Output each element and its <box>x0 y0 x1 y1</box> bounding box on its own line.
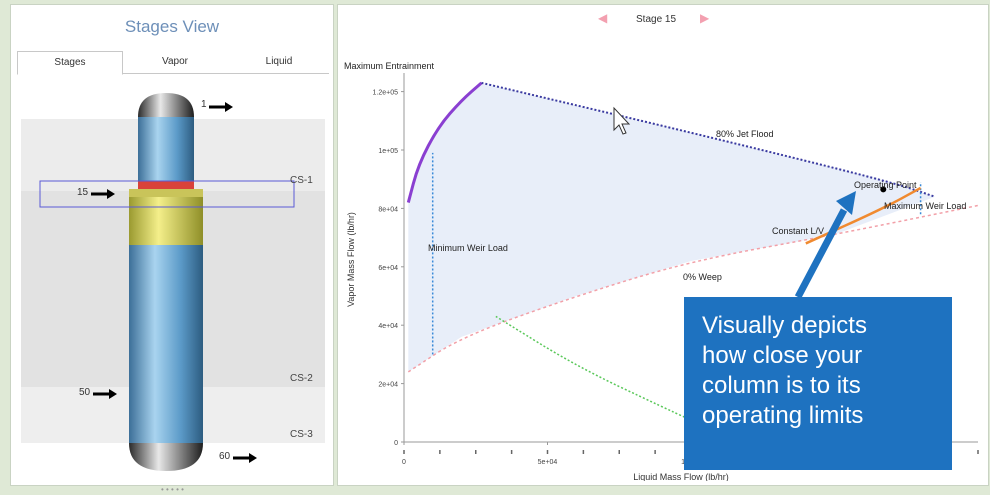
stages-view-tabs: Stages Vapor Liquid <box>17 51 329 75</box>
callout-box: Visually depicts how close your column i… <box>684 297 952 470</box>
x-tick-label: 0 <box>402 459 406 466</box>
section-label-cs2: CS-2 <box>290 373 313 384</box>
callout-line-2: how close your <box>702 342 863 369</box>
stage-marker-1: 1 <box>201 99 207 110</box>
column-upper-shell <box>138 117 194 181</box>
stages-view-panel: Stages View Stages Vapor Liquid <box>10 4 334 494</box>
annotation-minimum-weir-load: Minimum Weir Load <box>428 243 508 253</box>
bottom-head <box>129 443 203 471</box>
stage-60-arrow-icon <box>233 453 257 463</box>
stage-marker-50: 50 <box>79 387 91 398</box>
y-axis-label: Vapor Mass Flow (lb/hr) <box>346 212 356 307</box>
column-diagram <box>21 93 325 471</box>
hydraulic-plot-panel: ◀ Stage 15 ▶ 0 2e+04 4e+04 6e+04 8e+04 1e+05 1… <box>337 4 989 486</box>
stage-title: Stage 15 <box>636 14 677 25</box>
section-label-cs3: CS-3 <box>290 429 313 440</box>
series-line-unlabeled <box>495 315 721 434</box>
section-label-cs1: CS-1 <box>290 175 313 186</box>
y-tick-label: 1.2e+05 <box>373 90 399 97</box>
stage-1-arrow-icon <box>209 102 233 112</box>
annotation-80-jet-flood: 80% Jet Flood <box>716 129 774 139</box>
column-lower-shell <box>129 245 203 443</box>
annotation-layer: Maximum Entrainment 80% Jet Flood Minimum … <box>344 61 966 282</box>
top-head <box>138 93 194 117</box>
y-tick-label: 6e+04 <box>378 265 398 272</box>
mouse-cursor-icon <box>613 106 631 135</box>
y-tick-label: 4e+04 <box>378 323 398 330</box>
tab-vapor[interactable]: Vapor <box>162 56 188 67</box>
selected-stage-box[interactable] <box>39 180 295 208</box>
stage-marker-15: 15 <box>77 187 89 198</box>
tab-liquid[interactable]: Liquid <box>265 56 293 67</box>
x-axis-label: Liquid Mass Flow (lb/hr) <box>633 472 729 481</box>
callout-line-3: column is to its <box>702 372 861 399</box>
active-stage-band <box>138 181 194 189</box>
callout-line-4: operating limits <box>702 402 864 429</box>
series-line-80-jet-flood <box>481 81 936 198</box>
y-tick-label: 1e+05 <box>378 148 398 155</box>
splitter-grip[interactable]: • • • • • <box>161 485 184 494</box>
stages-view-title: Stages View <box>124 17 220 36</box>
annotation-maximum-weir-load: Maximum Weir Load <box>884 201 966 211</box>
series-layer <box>406 81 979 434</box>
annotation-0-weep: 0% Weep <box>683 272 722 282</box>
y-tick-label: 0 <box>394 440 398 447</box>
prev-stage-icon[interactable]: ◀ <box>598 11 608 25</box>
operating-point-marker[interactable] <box>880 186 887 193</box>
series-line-0-weep <box>407 204 979 373</box>
stage-marker-60: 60 <box>219 451 231 462</box>
annotation-maximum-entrainment: Maximum Entrainment <box>344 61 435 71</box>
annotation-operating-point: Operating Point <box>854 180 917 190</box>
series-line-constant-l-v <box>805 186 922 245</box>
y-tick-label: 2e+04 <box>378 382 398 389</box>
tab-stages[interactable]: Stages <box>17 51 123 75</box>
x-tick-label: 5e+04 <box>538 459 558 466</box>
callout-line-1: Visually depicts <box>702 312 867 339</box>
operating-envelope-fill <box>408 82 935 372</box>
callout-arrow-icon <box>794 191 856 299</box>
tray-hydraulic-chart: 02e+044e+046e+048e+041e+051.2e+0505e+041… <box>344 61 979 481</box>
y-tick-label: 8e+04 <box>378 206 398 213</box>
annotation-constant-l-v: Constant L/V <box>772 226 824 236</box>
stage-50-arrow-icon <box>93 389 117 399</box>
stage-15-arrow-icon <box>91 189 115 199</box>
next-stage-icon[interactable]: ▶ <box>700 11 710 25</box>
feed-section-ring <box>129 189 203 245</box>
series-line-maximum-entrainment <box>406 81 483 203</box>
ring-top-lip <box>129 189 203 197</box>
